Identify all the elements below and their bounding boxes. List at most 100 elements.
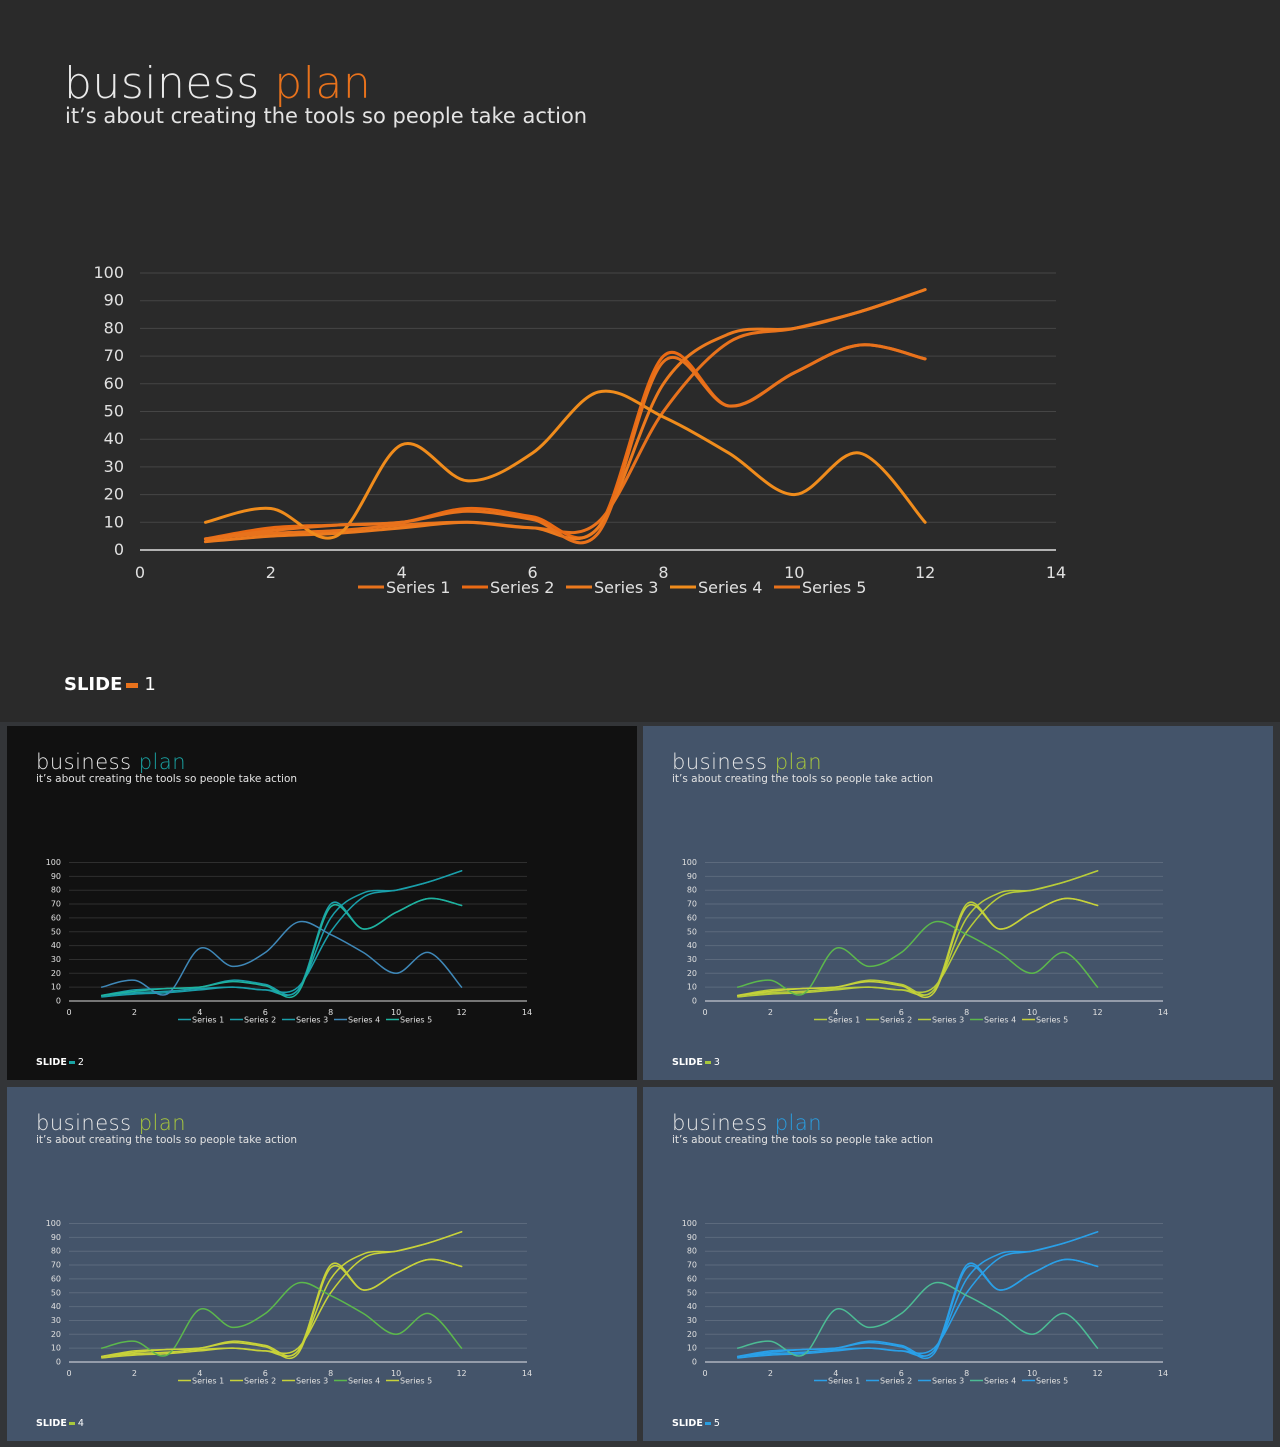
slide-dash-icon — [68, 1422, 75, 1425]
title-word-plan: plan — [138, 1111, 187, 1135]
slide-1[interactable]: business plan it’s about creating the to… — [0, 0, 1280, 722]
title-word-business: business — [64, 58, 260, 109]
x-tick-label: 8 — [328, 1008, 333, 1017]
series-line-1 — [736, 1231, 1099, 1358]
y-tick-label: 70 — [51, 1261, 61, 1270]
line-chart: 0 10 20 30 40 50 60 70 80 90 100 0 2 4 6 8 10 12 14 Series … — [46, 858, 532, 1025]
y-tick-label: 90 — [104, 291, 124, 310]
legend-label-5: Series 5 — [802, 578, 866, 597]
y-tick-label: 20 — [104, 485, 124, 504]
x-tick-label: 4 — [397, 563, 407, 582]
legend-label-5: Series 5 — [1036, 1377, 1068, 1386]
title-word-plan: plan — [138, 750, 187, 774]
x-tick-label: 0 — [702, 1369, 707, 1378]
y-tick-label: 30 — [51, 955, 61, 964]
x-tick-label: 12 — [456, 1369, 466, 1378]
title-word-plan: plan — [274, 58, 372, 109]
series-line-5 — [203, 343, 927, 545]
y-tick-label: 80 — [51, 886, 61, 895]
series-line-5 — [100, 897, 463, 999]
title-word-business: business — [36, 750, 132, 774]
legend-label-5: Series 5 — [400, 1377, 432, 1386]
y-tick-label: 90 — [687, 872, 697, 881]
slide-label: SLIDE — [36, 1418, 67, 1429]
x-tick-label: 0 — [702, 1008, 707, 1017]
y-tick-label: 80 — [51, 1247, 61, 1256]
slide-subtitle: it’s about creating the tools so people … — [65, 104, 588, 128]
y-tick-label: 60 — [51, 1274, 61, 1283]
title-word-business: business — [672, 1111, 768, 1135]
y-tick-label: 50 — [104, 402, 124, 421]
x-tick-label: 10 — [391, 1369, 401, 1378]
legend-label-4: Series 4 — [984, 1016, 1016, 1025]
legend-label-3: Series 3 — [296, 1016, 328, 1025]
x-tick-label: 6 — [899, 1369, 904, 1378]
series-line-2 — [203, 343, 927, 541]
slide-2[interactable]: business plan it’s about creating the to… — [7, 726, 637, 1080]
x-tick-label: 10 — [1027, 1369, 1037, 1378]
series-line-2 — [736, 1258, 1099, 1358]
series-line-4 — [736, 1281, 1099, 1357]
slide-3[interactable]: business plan it’s about creating the to… — [643, 726, 1273, 1080]
slide-label: SLIDE — [64, 674, 123, 695]
y-tick-label: 10 — [51, 983, 61, 992]
y-tick-label: 100 — [682, 1219, 697, 1228]
slide-subtitle: it’s about creating the tools so people … — [672, 773, 934, 785]
series-line-2 — [736, 897, 1099, 997]
slide-label: SLIDE — [36, 1057, 67, 1068]
slide-number: 3 — [713, 1057, 720, 1068]
slide-dash-icon — [68, 1061, 75, 1064]
y-tick-label: 40 — [51, 941, 61, 950]
line-chart: 0 10 20 30 40 50 60 70 80 90 100 0 2 4 6 8 10 12 14 Series … — [93, 263, 1066, 597]
x-tick-label: 10 — [784, 563, 804, 582]
legend-label-4: Series 4 — [348, 1377, 380, 1386]
x-tick-label: 8 — [964, 1008, 969, 1017]
y-tick-label: 40 — [51, 1302, 61, 1311]
slide-footer: SLIDE 2 — [36, 1057, 84, 1068]
series-line-1 — [203, 288, 927, 541]
y-tick-label: 90 — [51, 872, 61, 881]
legend-label-1: Series 1 — [386, 578, 450, 597]
x-tick-label: 12 — [1092, 1008, 1102, 1017]
y-tick-label: 10 — [104, 512, 124, 531]
legend-label-2: Series 2 — [244, 1016, 276, 1025]
y-tick-label: 0 — [56, 997, 61, 1006]
x-tick-label: 6 — [899, 1008, 904, 1017]
series-line-5 — [736, 1258, 1099, 1360]
y-tick-label: 0 — [692, 1358, 697, 1367]
slide-number: 2 — [77, 1057, 84, 1068]
y-tick-label: 0 — [692, 997, 697, 1006]
legend-label-1: Series 1 — [828, 1016, 860, 1025]
slide-dash-icon — [704, 1422, 711, 1425]
y-tick-label: 70 — [51, 900, 61, 909]
x-tick-label: 14 — [1046, 563, 1066, 582]
x-tick-label: 14 — [1158, 1369, 1168, 1378]
slide-subtitle: it’s about creating the tools so people … — [36, 773, 298, 785]
legend-label-3: Series 3 — [296, 1377, 328, 1386]
x-tick-label: 0 — [66, 1369, 71, 1378]
slide-footer: SLIDE 5 — [672, 1418, 720, 1429]
slide-4[interactable]: business plan it’s about creating the to… — [7, 1087, 637, 1441]
series-line-3 — [100, 870, 463, 998]
legend-label-1: Series 1 — [828, 1377, 860, 1386]
y-tick-label: 40 — [104, 429, 124, 448]
x-tick-label: 4 — [197, 1008, 202, 1017]
title-word-plan: plan — [774, 750, 823, 774]
y-tick-label: 50 — [687, 1288, 697, 1297]
slide-5[interactable]: business plan it’s about creating the to… — [643, 1087, 1273, 1441]
y-tick-label: 10 — [687, 983, 697, 992]
y-tick-label: 80 — [104, 318, 124, 337]
y-tick-label: 20 — [687, 1330, 697, 1339]
legend-label-4: Series 4 — [348, 1016, 380, 1025]
y-tick-label: 30 — [104, 457, 124, 476]
line-chart: 0 10 20 30 40 50 60 70 80 90 100 0 2 4 6 8 10 12 14 Series … — [682, 1219, 1168, 1386]
series-line-3 — [100, 1231, 463, 1359]
x-tick-label: 8 — [658, 563, 668, 582]
slide-title: business plan — [672, 750, 822, 774]
series-line-4 — [100, 920, 463, 996]
slide-dash-icon — [126, 682, 139, 688]
legend-label-4: Series 4 — [698, 578, 762, 597]
series-line-1 — [100, 870, 463, 997]
legend-label-2: Series 2 — [880, 1016, 912, 1025]
series-line-1 — [736, 870, 1099, 997]
